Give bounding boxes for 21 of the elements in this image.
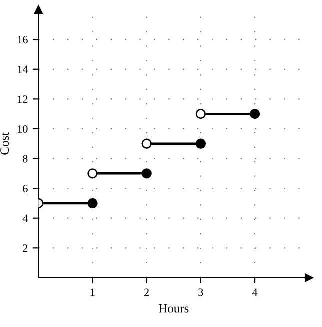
point xyxy=(196,138,206,149)
point xyxy=(88,168,98,179)
y-tick-label: 14 xyxy=(18,66,28,74)
point xyxy=(142,138,152,149)
x-axis-title: Hours xyxy=(158,304,189,313)
x-tick-label: 3 xyxy=(198,288,204,296)
point xyxy=(88,198,98,209)
x-tick-label: 4 xyxy=(252,288,258,296)
y-tick-label: 2 xyxy=(23,244,28,252)
y-tick-label: 4 xyxy=(22,214,28,222)
y-axis-title: Cost xyxy=(0,132,10,155)
y-tick-label: 12 xyxy=(18,96,28,104)
point xyxy=(196,109,206,120)
x-tick-label: 2 xyxy=(144,288,149,296)
x-tick-label: 1 xyxy=(90,288,95,296)
y-tick-label: 10 xyxy=(18,125,28,133)
y-tick-label: 8 xyxy=(23,155,28,163)
y-tick-label: 6 xyxy=(23,185,28,193)
point xyxy=(142,168,152,179)
point xyxy=(250,109,260,120)
y-tick-label: 16 xyxy=(18,36,28,44)
